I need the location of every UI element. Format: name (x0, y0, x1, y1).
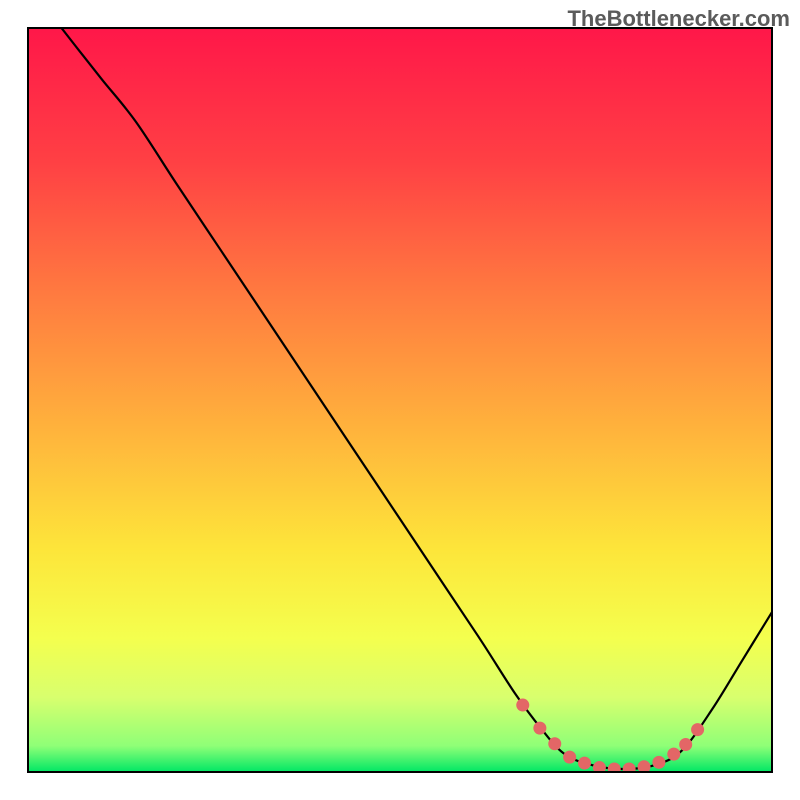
bottleneck-chart (0, 0, 800, 800)
highlight-marker (548, 737, 561, 750)
highlight-marker (623, 763, 636, 776)
highlight-marker (691, 723, 704, 736)
highlight-marker (608, 763, 621, 776)
highlight-marker (516, 699, 529, 712)
highlight-marker (533, 722, 546, 735)
highlight-marker (679, 738, 692, 751)
highlight-marker (652, 756, 665, 769)
gradient-background (28, 28, 772, 772)
highlight-marker (667, 748, 680, 761)
highlight-marker (578, 757, 591, 770)
chart-container: TheBottlenecker.com (0, 0, 800, 800)
highlight-marker (563, 751, 576, 764)
